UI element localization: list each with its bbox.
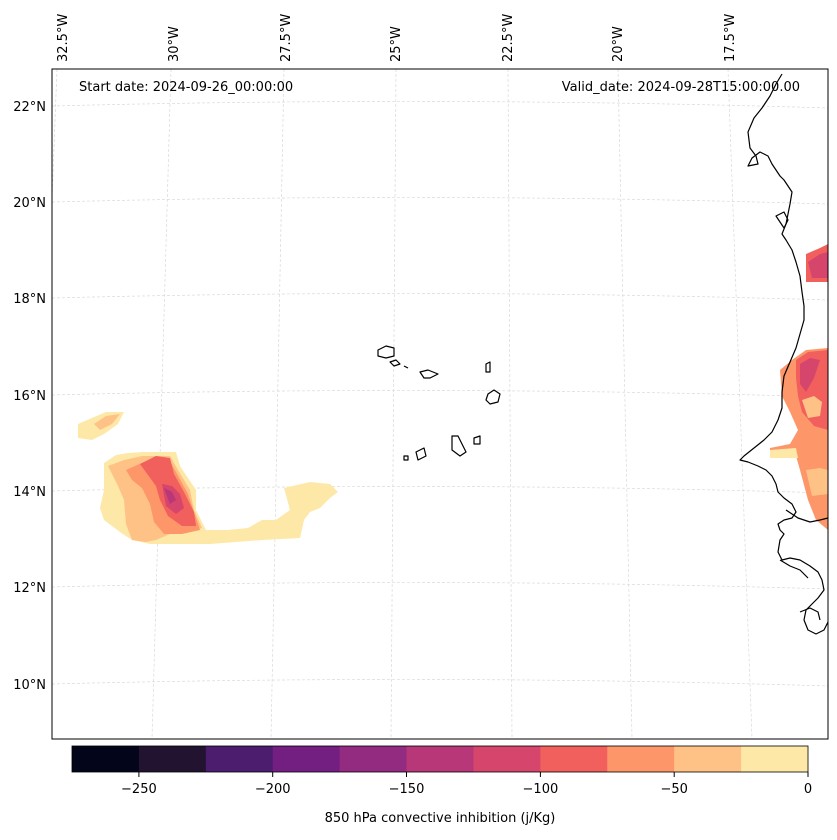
gridline-lon-30 <box>151 68 172 740</box>
colorbar-swatch <box>741 746 809 772</box>
colorbar-tick-label: 0 <box>804 782 812 797</box>
gridline-lat-12 <box>51 582 829 590</box>
colorbar-ticks <box>138 772 809 777</box>
gridline-lat-20 <box>51 197 829 205</box>
gridline-lon-22.5 <box>507 68 513 740</box>
lat-label: 18°N <box>13 292 46 307</box>
lon-label: 27.5°W <box>279 14 294 62</box>
gridline-lon-27.5 <box>270 68 285 740</box>
colorbar-swatch <box>607 746 675 772</box>
island-boa-vista <box>485 389 501 405</box>
lat-label: 10°N <box>13 678 46 693</box>
map-border <box>51 68 829 740</box>
island-fogo <box>415 447 427 461</box>
contour-minus25-east-a <box>770 448 798 458</box>
island-brava <box>403 455 409 461</box>
lon-label: 25°W <box>389 26 404 62</box>
gridlines <box>51 68 829 740</box>
lon-label: 22.5°W <box>501 14 516 62</box>
bijagos-coast <box>799 607 821 621</box>
gridline-lat-10 <box>51 679 829 687</box>
island-santa-luzia <box>403 365 409 369</box>
colorbar-tick-label: −150 <box>389 782 425 797</box>
gridline-lon-25 <box>390 68 397 740</box>
island-sal <box>485 361 491 373</box>
colorbar-swatch <box>406 746 474 772</box>
valid-date-label: Valid_date: 2024-09-28T15:00:00.00 <box>562 80 800 95</box>
lat-label: 14°N <box>13 485 46 500</box>
lat-label: 16°N <box>13 389 46 404</box>
lat-label: 20°N <box>13 196 46 211</box>
colorbar-tick-label: −50 <box>660 782 687 797</box>
lat-labels: 22°N 20°N 18°N 16°N 14°N 12°N 10°N <box>13 100 46 693</box>
gridline-lat-16 <box>51 390 829 398</box>
colorbar-swatch <box>138 746 207 772</box>
island-santiago <box>451 435 467 457</box>
coastlines <box>377 73 829 635</box>
gridline-lon-32.5 <box>51 68 58 201</box>
colorbar <box>72 746 809 772</box>
colorbar-swatch <box>272 746 341 772</box>
island-maio <box>473 435 481 445</box>
colorbar-swatch <box>540 746 608 772</box>
lon-label: 32.5°W <box>56 14 71 62</box>
colorbar-label: 850 hPa convective inhibition (j/Kg) <box>325 811 556 826</box>
cin-contours <box>78 244 828 544</box>
lat-label: 22°N <box>13 100 46 115</box>
africa-coastline <box>739 73 829 635</box>
contour-minus150-west <box>164 488 176 504</box>
contour-minus50-east-a <box>802 396 822 418</box>
colorbar-swatch <box>205 746 274 772</box>
lon-label: 17.5°W <box>723 14 738 62</box>
casamance-coast <box>779 559 809 579</box>
gridline-lat-18 <box>51 293 829 301</box>
colorbar-tick-labels: −250 −200 −150 −100 −50 0 <box>121 782 812 797</box>
gambia-river <box>785 509 829 523</box>
colorbar-tick-label: −250 <box>121 782 157 797</box>
colorbar-swatch <box>339 746 408 772</box>
gridline-lon-20 <box>617 68 633 740</box>
start-date-label: Start date: 2024-09-26_00:00:00 <box>79 80 293 95</box>
colorbar-border <box>71 745 809 773</box>
contour-minus125-east-north <box>808 252 828 278</box>
island-santo-antao <box>377 345 395 359</box>
contour-minus50-west-nw <box>94 414 120 430</box>
colorbar-tick-label: −100 <box>523 782 559 797</box>
colorbar-tick-label: −200 <box>255 782 291 797</box>
lon-label: 20°W <box>611 26 626 62</box>
contour-minus125-east <box>800 358 820 392</box>
colorbar-swatch <box>473 746 541 772</box>
coastline-inlet <box>775 211 789 229</box>
lon-label: 30°W <box>167 26 182 62</box>
colorbar-swatch <box>674 746 742 772</box>
gridline-lat-22 <box>51 101 829 109</box>
island-sao-nicolau <box>419 369 439 379</box>
island-sao-vicente <box>389 359 401 367</box>
colorbar-swatch <box>72 746 140 772</box>
lon-labels: 32.5°W 30°W 27.5°W 25°W 22.5°W 20°W 17.5… <box>56 14 738 62</box>
lat-label: 12°N <box>13 581 46 596</box>
contour-minus50-east-b <box>806 468 828 496</box>
gridline-lon-17.5 <box>727 68 753 740</box>
map-panel <box>52 69 828 739</box>
